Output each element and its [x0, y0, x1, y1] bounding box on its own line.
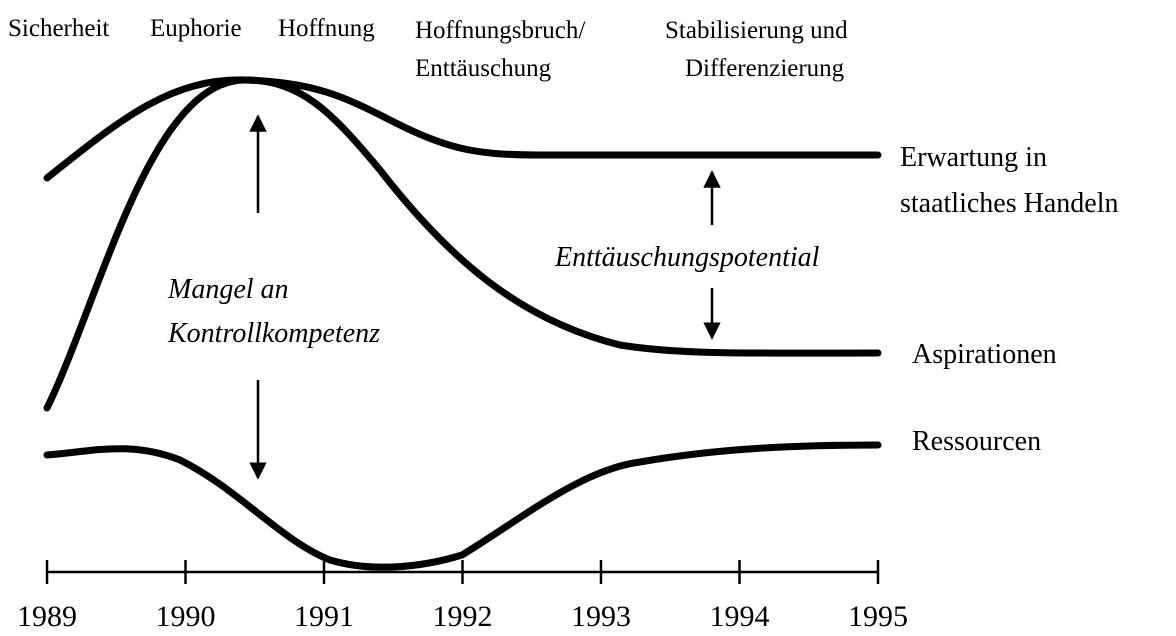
annotations: Enttäuschungspotential Mangel an Kontrol…: [167, 242, 820, 349]
tick-label: 1993: [571, 600, 631, 633]
phase-label: Euphorie: [150, 15, 242, 42]
phase-label: Enttäuschung: [415, 55, 552, 82]
curve-labels: Erwartung in staatliches Handeln Aspirat…: [900, 142, 1118, 457]
curve-label: Erwartung in: [900, 142, 1047, 173]
tick-label: 1991: [294, 600, 354, 633]
curve-label: Ressourcen: [912, 426, 1041, 457]
axis-ticks: 1989 1990 1991 1992 1993 1994 1995: [17, 560, 908, 633]
tick-label: 1994: [710, 600, 770, 633]
curve-label: Aspirationen: [912, 339, 1057, 370]
phase-label: Hoffnungsbruch/: [415, 17, 585, 44]
tick-label: 1989: [17, 600, 77, 633]
resources-curve: [43, 441, 882, 571]
tick-label: 1992: [433, 600, 493, 633]
tick-label: 1995: [848, 600, 908, 633]
phase-label: Differenzierung: [685, 55, 845, 82]
tick-label: 1990: [156, 600, 216, 633]
aspirations-curve: [43, 76, 882, 412]
expectation-curve: [43, 76, 882, 182]
annotation: Mangel an: [167, 274, 289, 305]
phase-label: Hoffnung: [278, 15, 375, 42]
phase-label: Sicherheit: [8, 15, 109, 42]
phase-labels: Sicherheit Euphorie Hoffnung Hoffnungsbr…: [8, 15, 848, 82]
phase-label: Stabilisierung und: [665, 17, 848, 44]
annotation: Kontrollkompetenz: [167, 318, 380, 349]
annotation: Enttäuschungspotential: [554, 242, 820, 273]
curve-label: staatliches Handeln: [900, 188, 1118, 219]
